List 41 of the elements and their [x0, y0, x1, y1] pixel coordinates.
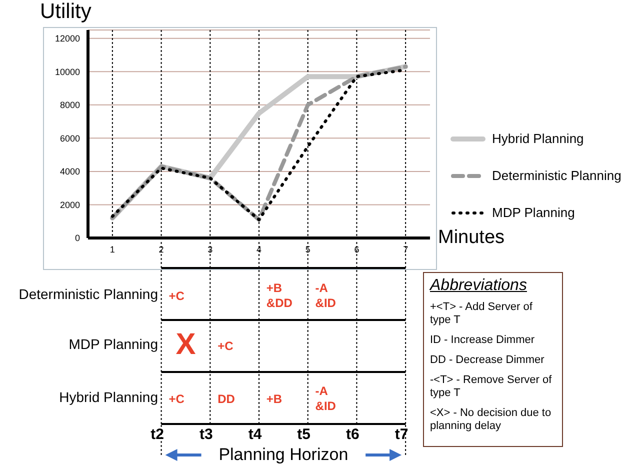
y-tick-label: 0 — [74, 233, 80, 244]
text: t3 — [198, 426, 214, 443]
text: t2 — [150, 426, 165, 443]
text: +<T> - Add Server of type T — [430, 301, 534, 327]
text: DD - Decrease Dimmer — [430, 354, 546, 367]
legend-label: Deterministic Planning — [492, 168, 622, 183]
text: DD — [218, 392, 236, 406]
text: Planning Horizon — [218, 445, 350, 465]
text: -<T> - Remove Server of type T — [430, 374, 553, 400]
text: +B — [266, 392, 284, 406]
text: +B &DD — [266, 281, 294, 311]
text: t7 — [394, 426, 410, 443]
y-tick-label: 4000 — [60, 166, 80, 177]
text: +C — [168, 392, 186, 406]
x-tick-label: 3 — [208, 244, 213, 254]
legend-label: Hybrid Planning — [492, 131, 584, 146]
text: <X> - No decision due to planning delay — [430, 407, 552, 433]
text: t5 — [296, 426, 312, 443]
text: Abbreviations — [430, 277, 528, 295]
y-tick-label: 12000 — [54, 34, 80, 44]
text: Hybrid Planning — [59, 389, 158, 405]
x-axis-title: Minutes — [438, 227, 505, 249]
y-tick-label: 2000 — [60, 200, 80, 210]
text: -A &ID — [315, 281, 337, 311]
y-tick-label: 6000 — [60, 133, 80, 144]
y-tick-label: 10000 — [54, 66, 80, 77]
text: t4 — [247, 426, 263, 443]
text: MDP Planning — [68, 336, 158, 352]
x-tick-label: 1 — [110, 244, 115, 254]
x-tick-label: 5 — [305, 244, 310, 254]
text: Deterministic Planning — [18, 286, 158, 302]
legend-label: MDP Planning — [492, 205, 575, 220]
text: +C — [168, 288, 186, 304]
x-tick-label: 6 — [354, 244, 360, 254]
text: t6 — [345, 426, 360, 443]
text: X — [176, 328, 196, 360]
text: -A &ID — [315, 384, 337, 414]
y-axis-title: Utility — [40, 0, 92, 24]
text: ID - Increase Dimmer — [430, 334, 536, 347]
y-tick-label: 8000 — [60, 100, 80, 110]
text: +C — [218, 338, 234, 354]
